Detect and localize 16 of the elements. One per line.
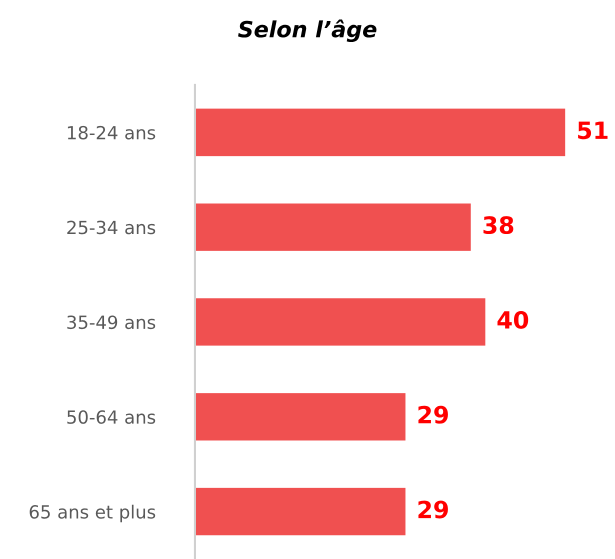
data-label: 29 <box>418 406 448 424</box>
bar <box>194 108 566 156</box>
chart-title: Selon l’âge <box>238 19 376 42</box>
bar <box>194 203 471 251</box>
data-label: 29 <box>418 500 448 518</box>
bar <box>194 488 406 536</box>
bar <box>194 298 486 346</box>
bar <box>194 393 406 440</box>
y-tick-label: 65 ans et plus <box>30 504 156 522</box>
data-label: 40 <box>497 310 528 329</box>
data-label: 51 <box>578 122 608 140</box>
y-tick-label: 35-49 ans <box>67 315 156 330</box>
y-tick-label: 25-34 ans <box>67 220 156 234</box>
y-tick-label: 50-64 ans <box>67 410 156 424</box>
data-label: 38 <box>483 216 514 234</box>
y-tick-label: 18-24 ans <box>68 126 156 140</box>
